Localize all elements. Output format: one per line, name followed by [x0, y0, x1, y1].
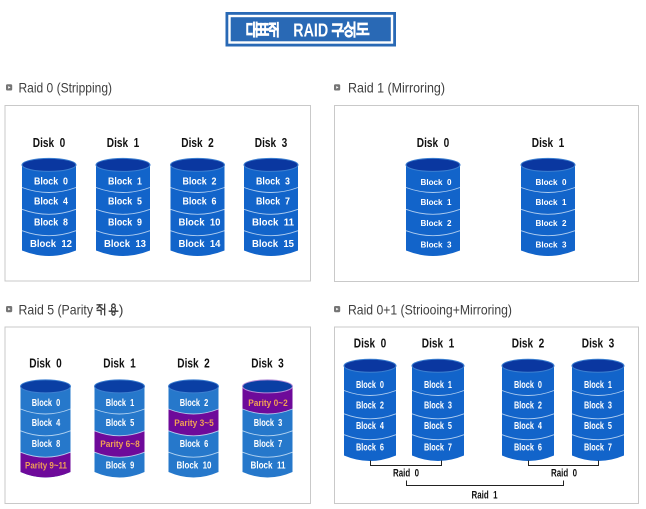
- svg-text:Block 10: Block 10: [179, 218, 221, 229]
- svg-text:Raid 0: Raid 0: [551, 468, 577, 480]
- svg-text:Block 0: Block 0: [421, 177, 452, 187]
- svg-text:Block 7: Block 7: [254, 439, 283, 450]
- svg-text:Disk 2: Disk 2: [512, 335, 545, 350]
- svg-text:Block 2: Block 2: [514, 401, 542, 412]
- svg-text:Disk 3: Disk 3: [582, 335, 615, 350]
- svg-text:RAID: RAID: [293, 21, 328, 41]
- svg-text:Disk 0: Disk 0: [29, 355, 62, 370]
- svg-text:Parity 0~2: Parity 0~2: [248, 398, 288, 409]
- svg-text:): ): [119, 301, 124, 317]
- svg-text:Block 3: Block 3: [536, 240, 567, 250]
- svg-text:Block 7: Block 7: [424, 443, 452, 454]
- svg-text:Block 0: Block 0: [514, 380, 542, 391]
- svg-text:Block 10: Block 10: [177, 461, 212, 472]
- svg-text:Block 2: Block 2: [180, 398, 209, 409]
- svg-text:Block 5: Block 5: [106, 418, 135, 429]
- svg-text:Block 11: Block 11: [252, 218, 294, 229]
- svg-text:Block 5: Block 5: [424, 421, 452, 432]
- svg-text:Disk 1: Disk 1: [103, 355, 136, 370]
- svg-text:Block 0: Block 0: [32, 398, 61, 409]
- svg-text:Block 15: Block 15: [252, 239, 294, 250]
- svg-text:Block 1: Block 1: [424, 380, 452, 391]
- svg-text:Disk 0: Disk 0: [33, 135, 66, 150]
- svg-text:Block 6: Block 6: [356, 443, 384, 454]
- svg-text:Disk 1: Disk 1: [107, 135, 140, 150]
- svg-text:Block 4: Block 4: [34, 197, 68, 208]
- svg-text:Raid 0: Raid 0: [393, 468, 419, 480]
- svg-text:Block 1: Block 1: [536, 197, 567, 207]
- svg-text:Block 3: Block 3: [256, 177, 290, 188]
- svg-text:Block 12: Block 12: [30, 239, 72, 250]
- svg-text:Disk 1: Disk 1: [532, 135, 565, 150]
- svg-text:Disk 2: Disk 2: [181, 135, 214, 150]
- svg-text:Parity 9~11: Parity 9~11: [25, 461, 68, 472]
- svg-text:Block 4: Block 4: [32, 418, 61, 429]
- svg-text:Parity 6~8: Parity 6~8: [100, 439, 140, 450]
- svg-text:Raid 1 (Mirroring): Raid 1 (Mirroring): [348, 80, 445, 96]
- svg-text:Block 11: Block 11: [251, 461, 286, 472]
- svg-text:Block 1: Block 1: [106, 398, 135, 409]
- svg-text:Raid 0 (Stripping): Raid 0 (Stripping): [19, 80, 113, 96]
- svg-text:Disk 1: Disk 1: [422, 335, 455, 350]
- svg-text:Block 5: Block 5: [108, 197, 142, 208]
- svg-text:Block 0: Block 0: [536, 177, 567, 187]
- svg-text:Block 7: Block 7: [256, 197, 290, 208]
- svg-text:Block 4: Block 4: [514, 421, 542, 432]
- svg-text:Disk 0: Disk 0: [417, 135, 450, 150]
- svg-text:Raid 5 (Parity: Raid 5 (Parity: [19, 301, 94, 317]
- svg-text:Block 8: Block 8: [34, 218, 68, 229]
- svg-text:Raid 0+1 (Striooing+Mirroring): Raid 0+1 (Striooing+Mirroring): [348, 301, 512, 317]
- svg-text:Block 5: Block 5: [584, 421, 612, 432]
- svg-text:Disk 2: Disk 2: [177, 355, 210, 370]
- svg-text:Disk 0: Disk 0: [354, 335, 387, 350]
- svg-text:Block 6: Block 6: [180, 439, 209, 450]
- svg-text:Block 1: Block 1: [584, 380, 612, 391]
- svg-text:Block 2: Block 2: [356, 401, 384, 412]
- svg-text:Block 4: Block 4: [356, 421, 384, 432]
- svg-text:Parity 3~5: Parity 3~5: [174, 418, 214, 429]
- svg-text:Block 1: Block 1: [421, 197, 452, 207]
- svg-text:Disk 3: Disk 3: [255, 135, 287, 150]
- svg-text:Block 2: Block 2: [183, 177, 217, 188]
- svg-text:Block 0: Block 0: [34, 177, 68, 188]
- svg-text:Block 13: Block 13: [104, 239, 146, 250]
- svg-text:Disk 3: Disk 3: [251, 355, 283, 370]
- svg-text:Block 7: Block 7: [584, 443, 612, 454]
- svg-text:Block 3: Block 3: [421, 240, 452, 250]
- svg-text:Block 1: Block 1: [108, 177, 142, 188]
- svg-text:Block 3: Block 3: [584, 401, 612, 412]
- svg-text:Block 3: Block 3: [254, 418, 283, 429]
- svg-text:Block 2: Block 2: [421, 218, 452, 228]
- svg-text:Block 6: Block 6: [183, 197, 217, 208]
- svg-text:Block 3: Block 3: [424, 401, 452, 412]
- svg-text:Block 6: Block 6: [514, 443, 542, 454]
- svg-text:Block 14: Block 14: [179, 239, 221, 250]
- svg-text:Block 8: Block 8: [32, 439, 61, 450]
- svg-text:Block 2: Block 2: [536, 218, 567, 228]
- svg-text:Block 9: Block 9: [106, 461, 135, 472]
- svg-text:Block 9: Block 9: [108, 218, 142, 229]
- svg-text:Raid 1: Raid 1: [472, 490, 498, 502]
- svg-text:Block 0: Block 0: [356, 380, 384, 391]
